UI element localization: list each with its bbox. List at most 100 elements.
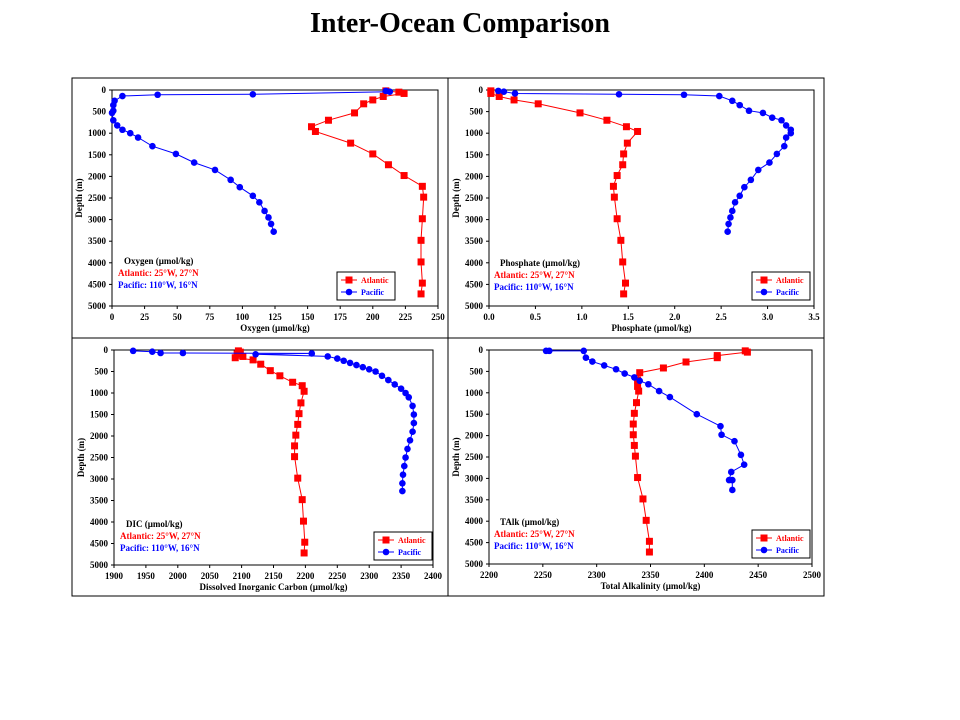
y-tick-label: 1500: [465, 150, 484, 160]
data-point: [172, 150, 180, 158]
legend-label: Pacific: [398, 548, 422, 557]
y-tick-label: 5000: [88, 301, 107, 311]
data-point: [693, 410, 701, 418]
data-point: [324, 116, 332, 124]
data-point: [266, 367, 274, 375]
data-point: [639, 495, 647, 503]
data-point: [108, 109, 116, 117]
x-axis-label: Dissolved Inorganic Carbon (µmol/kg): [200, 582, 348, 592]
data-point: [780, 142, 788, 150]
y-tick-label: 1000: [88, 128, 107, 138]
legend: Atlantic Pacific: [336, 271, 396, 301]
data-point: [645, 537, 653, 545]
legend-label: Atlantic: [776, 276, 804, 285]
data-point: [417, 258, 425, 266]
data-point: [623, 139, 631, 147]
annotation-title: Phosphate (µmol/kg): [500, 258, 580, 268]
data-point: [308, 123, 316, 131]
annotation-line: Atlantic: 25°W, 27°N: [494, 270, 575, 280]
data-point: [768, 114, 776, 121]
data-point: [494, 87, 502, 95]
data-point: [249, 356, 257, 364]
x-tick-label: 0.0: [483, 312, 495, 322]
data-point: [715, 92, 723, 100]
y-tick-label: 2500: [90, 453, 109, 463]
data-point: [395, 88, 403, 96]
x-tick-label: 2500: [803, 570, 822, 580]
data-point: [410, 411, 418, 418]
data-point: [402, 454, 409, 461]
data-point: [729, 486, 736, 494]
data-point: [410, 419, 418, 427]
data-point: [126, 129, 134, 137]
data-point: [308, 350, 316, 357]
data-point: [631, 452, 639, 460]
legend-label: Pacific: [361, 288, 385, 297]
y-tick-label: 2000: [88, 171, 107, 181]
data-point: [603, 116, 611, 124]
annotation-line: Atlantic: 25°W, 27°N: [118, 268, 199, 278]
data-point: [270, 228, 277, 235]
data-point: [372, 368, 379, 375]
y-tick-label: 3500: [465, 495, 484, 505]
data-point: [659, 364, 667, 372]
chart-panel-4: 2200 2250 2300 2350 2400 2450 2500 0 500 1000 1500…: [451, 345, 822, 591]
data-point: [298, 382, 306, 390]
data-point: [346, 359, 354, 367]
data-point: [634, 474, 642, 482]
data-point: [766, 159, 773, 166]
x-tick-label: 2350: [642, 570, 661, 580]
data-point: [294, 420, 302, 428]
data-point: [359, 363, 367, 371]
data-point: [724, 228, 731, 235]
x-tick-label: 2350: [392, 571, 411, 581]
data-point: [510, 96, 518, 104]
data-point: [340, 357, 347, 365]
data-point: [743, 348, 751, 356]
series-pacific: [494, 87, 795, 235]
data-point: [727, 214, 734, 221]
x-tick-label: 175: [333, 312, 347, 322]
data-point: [782, 134, 790, 141]
data-point: [300, 387, 308, 395]
y-tick-label: 3500: [465, 236, 484, 246]
x-tick-label: 1900: [105, 571, 124, 581]
x-tick-label: 2200: [296, 571, 315, 581]
y-tick-label: 0: [104, 345, 109, 355]
annotation-title: Oxygen (µmol/kg): [124, 256, 193, 266]
series-pacific: [542, 347, 748, 494]
data-point: [249, 192, 257, 200]
y-axis-label: Depth (m): [451, 437, 461, 476]
data-point: [384, 161, 392, 169]
data-point: [600, 362, 608, 369]
data-point: [417, 236, 425, 244]
y-tick-label: 4500: [465, 279, 484, 289]
data-point: [417, 290, 425, 298]
x-tick-label: 2250: [328, 571, 347, 581]
data-point: [630, 441, 638, 449]
data-point: [682, 358, 690, 366]
y-tick-label: 1500: [88, 150, 107, 160]
data-point: [385, 376, 392, 384]
data-point: [231, 354, 239, 362]
data-point: [360, 100, 368, 108]
y-tick-label: 0: [479, 85, 484, 95]
data-point: [292, 431, 300, 439]
x-tick-label: 0.5: [530, 312, 542, 322]
legend-marker: [382, 548, 390, 556]
x-tick-label: 1.0: [576, 312, 588, 322]
data-point: [119, 92, 126, 100]
data-point: [613, 215, 621, 223]
y-tick-label: 3000: [465, 473, 484, 483]
data-point: [239, 352, 247, 360]
y-tick-label: 1000: [465, 388, 484, 398]
x-tick-label: 2000: [169, 571, 188, 581]
data-point: [495, 92, 503, 100]
data-point: [397, 385, 405, 393]
data-point: [636, 377, 644, 385]
legend-marker: [760, 276, 768, 284]
x-tick-label: 2400: [695, 570, 714, 580]
legend-marker: [760, 288, 768, 296]
data-point: [129, 347, 137, 355]
